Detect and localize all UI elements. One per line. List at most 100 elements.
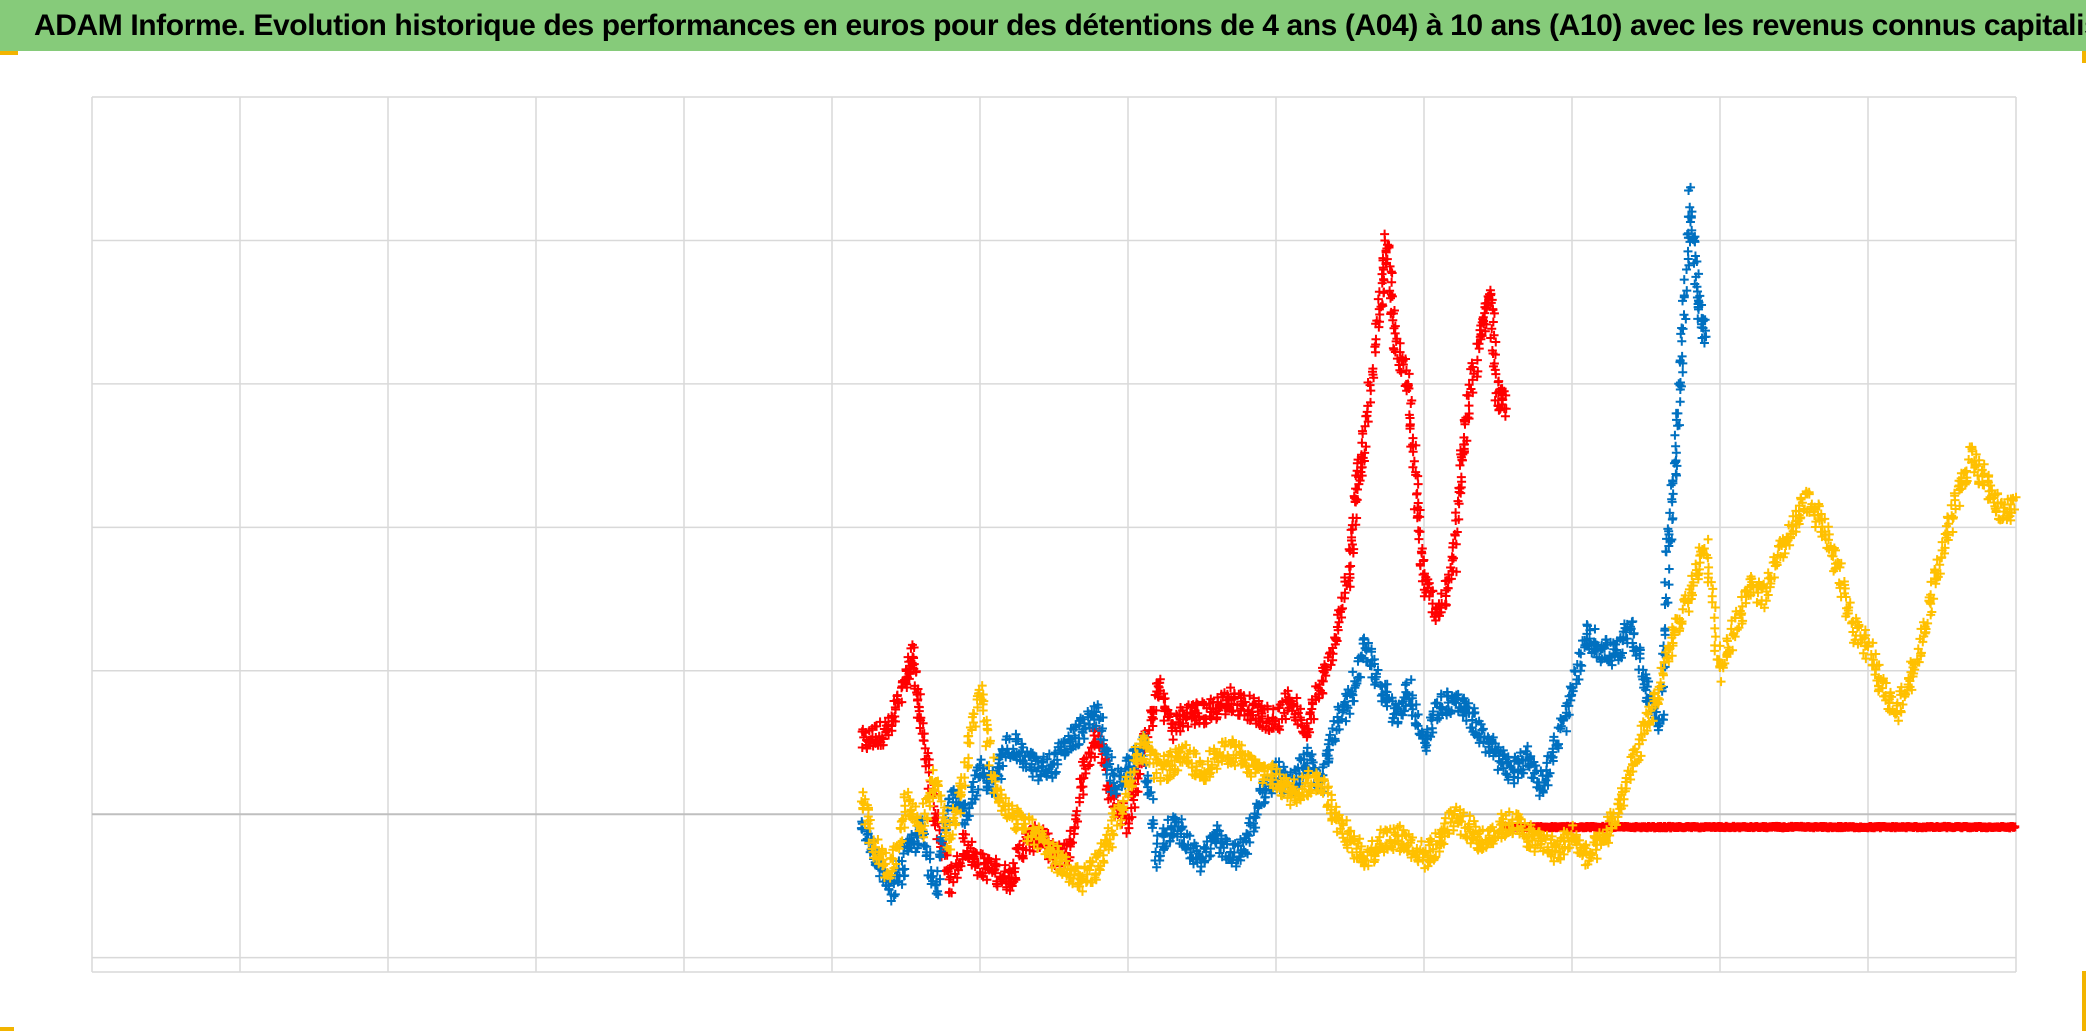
scatter-point — [1660, 626, 1670, 636]
scatter-point — [1292, 693, 1302, 703]
scatter-point — [1863, 642, 1873, 652]
scatter-point — [1296, 715, 1306, 725]
scatter-point — [1626, 752, 1636, 762]
scatter-point — [900, 801, 910, 811]
scatter-point — [1710, 623, 1720, 633]
scatter-point — [1250, 808, 1260, 818]
scatter-point — [1302, 732, 1312, 742]
scatter-point — [1349, 696, 1359, 706]
scatter-point — [1687, 588, 1697, 598]
scatter-point — [1038, 835, 1048, 845]
scatter-point — [879, 861, 889, 871]
scatter-point — [1664, 564, 1674, 574]
scatter-point — [1708, 584, 1718, 594]
scatter-point — [1715, 641, 1725, 651]
scatter-point — [1688, 581, 1698, 591]
scatter-point — [1637, 735, 1647, 745]
scatter-point — [1353, 656, 1363, 666]
series-3 — [856, 442, 2021, 896]
scatter-point — [1431, 852, 1441, 862]
scatter-point — [1577, 661, 1587, 671]
scatter-point — [1379, 287, 1389, 297]
scatter-point — [1683, 246, 1693, 256]
scatter-point — [965, 738, 975, 748]
scatter-point — [1033, 775, 1043, 785]
scatter-point — [1986, 480, 1996, 490]
scatter-point — [894, 844, 904, 854]
scatter-point — [1296, 704, 1305, 714]
scatter-point — [1797, 498, 1807, 508]
scatter-point — [985, 736, 995, 746]
scatter-point — [1538, 846, 1548, 856]
scatter-point — [1268, 704, 1278, 714]
scatter-point — [1935, 569, 1945, 579]
scatter-point — [1161, 841, 1171, 851]
scatter-point — [976, 755, 986, 765]
scatter-point — [1926, 577, 1936, 587]
scatter-point — [1408, 704, 1418, 714]
scatter-point — [1795, 513, 1805, 523]
scatter-point — [1948, 514, 1958, 524]
scatter-point — [1177, 814, 1187, 824]
scatter-point — [1443, 583, 1453, 593]
scatter-point — [1389, 323, 1399, 333]
scatter-point — [918, 798, 928, 808]
scatter-point — [913, 684, 923, 694]
scatter-point — [1413, 721, 1423, 731]
scatter-point — [1302, 743, 1312, 753]
title-bar: ADAM Informe. Evolution historique des p… — [0, 0, 2086, 51]
scatter-point — [1692, 256, 1702, 266]
scatter-point — [1407, 833, 1417, 843]
scatter-point — [892, 690, 902, 700]
scatter-point — [1453, 496, 1463, 506]
scatter-point — [1359, 854, 1369, 864]
scatter-point — [1102, 744, 1112, 754]
scatter-point — [1071, 814, 1081, 824]
scatter-point — [1355, 834, 1365, 844]
scatter-point — [1369, 373, 1379, 383]
scatter-point — [1396, 367, 1406, 377]
scatter-point — [1678, 367, 1688, 377]
scatter-point — [960, 820, 970, 830]
scatter-point — [1406, 838, 1416, 848]
scatter-point — [1464, 380, 1474, 390]
scatter-point — [1395, 338, 1405, 348]
scatter-point — [1230, 761, 1240, 771]
scatter-point — [1387, 268, 1397, 278]
scatter-point — [1434, 713, 1444, 723]
scatter-point — [1950, 491, 1960, 501]
scatter-point — [1944, 519, 1954, 529]
scatter-point — [900, 823, 910, 833]
scatter-point — [1185, 831, 1195, 841]
scatter-point — [973, 859, 983, 869]
scatter-point — [1361, 442, 1371, 452]
scatter-point — [1472, 355, 1482, 365]
scatter-point — [1582, 620, 1592, 630]
scatter-point — [1200, 856, 1210, 866]
scatter-point — [1763, 590, 1773, 600]
scatter-point — [1361, 856, 1371, 866]
scatter-point — [1380, 235, 1390, 245]
scatter-point — [1085, 865, 1095, 875]
scatter-point — [978, 705, 988, 715]
scatter-point — [1251, 823, 1261, 833]
scatter-point — [1105, 759, 1115, 769]
scatter-point — [1124, 814, 1134, 824]
scatter-point — [1324, 754, 1334, 764]
scatter-point — [1887, 692, 1897, 702]
scatter-point — [1406, 442, 1416, 452]
scatter-point — [1319, 774, 1329, 784]
scatter-point — [1107, 752, 1117, 762]
scatter-point — [1722, 636, 1732, 646]
scatter-point — [1841, 592, 1851, 602]
scatter-point — [1175, 726, 1185, 736]
scatter-point — [990, 771, 1000, 781]
scatter-point — [1668, 478, 1678, 488]
scatter-point — [1464, 698, 1474, 708]
scatter-point — [1648, 716, 1658, 726]
scatter-point — [1472, 339, 1482, 349]
scatter-point — [983, 725, 993, 735]
scatter-point — [1107, 826, 1117, 836]
scatter-point — [1070, 822, 1080, 832]
scatter-point — [944, 835, 954, 845]
